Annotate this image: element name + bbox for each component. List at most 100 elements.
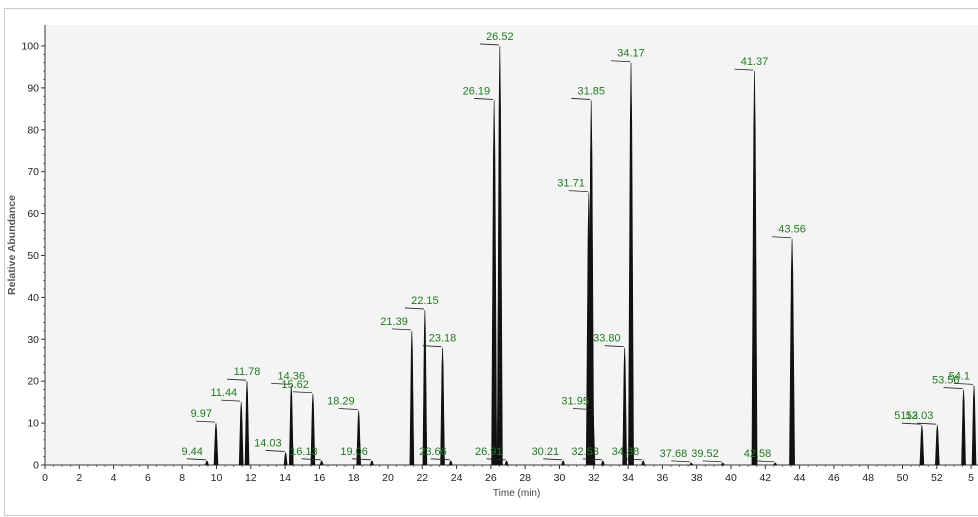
peak-leader-line	[271, 382, 291, 385]
peak-leader-line	[474, 98, 494, 100]
peak-label: 26.91	[475, 446, 503, 458]
peak-trace	[961, 389, 966, 466]
peak-leader-line	[702, 460, 722, 463]
peak-trace	[773, 462, 778, 466]
peak-trace	[919, 425, 925, 466]
peak-trace	[496, 45, 503, 466]
peak-label: 31.85	[577, 85, 605, 97]
peak-trace	[440, 347, 445, 466]
peak-label: 16.13	[290, 446, 318, 458]
x-tick-label: 44	[794, 472, 806, 484]
peak-trace	[641, 460, 646, 466]
peak-leader-line	[543, 458, 563, 461]
peak-trace	[319, 460, 324, 466]
peak-label: 52.03	[906, 410, 934, 422]
peak-trace	[789, 238, 795, 466]
peak-leader-line	[292, 391, 312, 394]
peak-leader-line	[571, 98, 591, 100]
peak-label: 33.80	[593, 333, 621, 345]
x-tick-label: 4	[111, 472, 117, 484]
peak-label: 23.18	[429, 333, 457, 345]
peak-leader-line	[623, 458, 643, 461]
peak-label: 54.1	[949, 370, 970, 382]
peak-trace	[751, 71, 758, 466]
peak-trace	[204, 460, 209, 466]
x-tick-label: 14	[279, 472, 291, 484]
peak-leader-line	[486, 458, 506, 461]
peak-trace	[213, 423, 219, 466]
peak-trace	[422, 309, 428, 466]
y-axis: 0 10 20 30 40 50 60 70 80 90 100	[21, 25, 46, 472]
x-tick-label: 22	[416, 472, 428, 484]
y-tick-label: 50	[27, 250, 39, 262]
peak-label: 32.53	[571, 446, 599, 458]
y-tick-label: 80	[27, 124, 39, 136]
peak-trace	[628, 62, 634, 466]
plot-area-background	[45, 25, 978, 465]
y-tick-label: 30	[27, 334, 39, 346]
peak-label: 53.56	[932, 375, 960, 387]
peak-leader-line	[610, 60, 631, 63]
y-tick-label: 70	[27, 166, 39, 178]
peak-label: 26.19	[463, 85, 491, 97]
peak-label: 31.71	[557, 178, 585, 190]
x-tick-label: 16	[314, 472, 326, 484]
peak-label: 39.52	[691, 448, 719, 460]
x-tick-label: 12	[245, 472, 257, 484]
peak-trace	[561, 460, 566, 466]
peak-label: 15.62	[281, 379, 309, 391]
peak-label: 18.29	[327, 396, 355, 408]
peak-leader-line	[391, 328, 411, 331]
x-axis-title: Time (min)	[493, 488, 540, 499]
peak-label: 42.58	[744, 448, 772, 460]
x-tick-label: 20	[382, 472, 394, 484]
x-axis: 0 2 4 6 8 10 12 14 16 18 20 22 24 26 28 30 32 34 36 38 40 42 4…	[42, 464, 978, 484]
peak-leader-line	[582, 458, 602, 461]
peak-label: 43.56	[778, 224, 806, 236]
x-tick-label: 18	[348, 472, 360, 484]
peak-leader-line	[351, 458, 371, 461]
x-tick-label: 10	[211, 472, 223, 484]
x-tick-label: 32	[588, 472, 600, 484]
x-tick-label: 34	[622, 472, 634, 484]
x-tick-label: 38	[691, 472, 703, 484]
peak-leader-line	[338, 408, 358, 410]
peak-trace	[448, 460, 453, 466]
peak-trace	[689, 462, 694, 466]
peak-label: 30.21	[532, 446, 560, 458]
peak-trace	[283, 452, 288, 466]
peak-leader-line	[568, 190, 588, 193]
x-tick-label: 42	[759, 472, 771, 484]
peak-leader-line	[917, 422, 937, 425]
x-tick-label: 40	[725, 472, 737, 484]
peak-label: 31.95	[561, 396, 589, 408]
peak-trace	[409, 330, 415, 466]
peak-label: 26.52	[486, 31, 514, 43]
x-tick-label: 6	[145, 472, 151, 484]
peak-traces	[204, 45, 977, 466]
peak-leader-line	[734, 68, 754, 71]
x-tick-label: 8	[179, 472, 185, 484]
peak-label: 21.39	[380, 316, 408, 328]
y-tick-label: 90	[27, 82, 39, 94]
peak-trace	[288, 385, 294, 466]
peak-label: 14.03	[254, 437, 282, 449]
peak-trace	[491, 100, 498, 466]
y-tick-label: 40	[27, 292, 39, 304]
peak-leader-line	[195, 420, 216, 423]
peak-leader-line	[772, 236, 792, 239]
x-tick-label: 24	[451, 472, 463, 484]
chromatogram-frame: 0 10 20 30 40 50 60 70 80 90 100 0 2 4 6 8 10 12 14 16 18 20…	[4, 8, 978, 516]
peak-trace	[369, 460, 374, 466]
x-tick-label: 36	[657, 472, 669, 484]
y-tick-label: 20	[27, 376, 39, 388]
peak-trace	[238, 402, 244, 466]
peak-leader-line	[953, 382, 974, 385]
x-tick-label: 52	[931, 472, 943, 484]
peak-leader-line	[422, 345, 442, 348]
y-tick-label: 100	[21, 40, 39, 52]
peak-trace	[971, 385, 977, 466]
peak-label: 9.97	[191, 408, 212, 420]
